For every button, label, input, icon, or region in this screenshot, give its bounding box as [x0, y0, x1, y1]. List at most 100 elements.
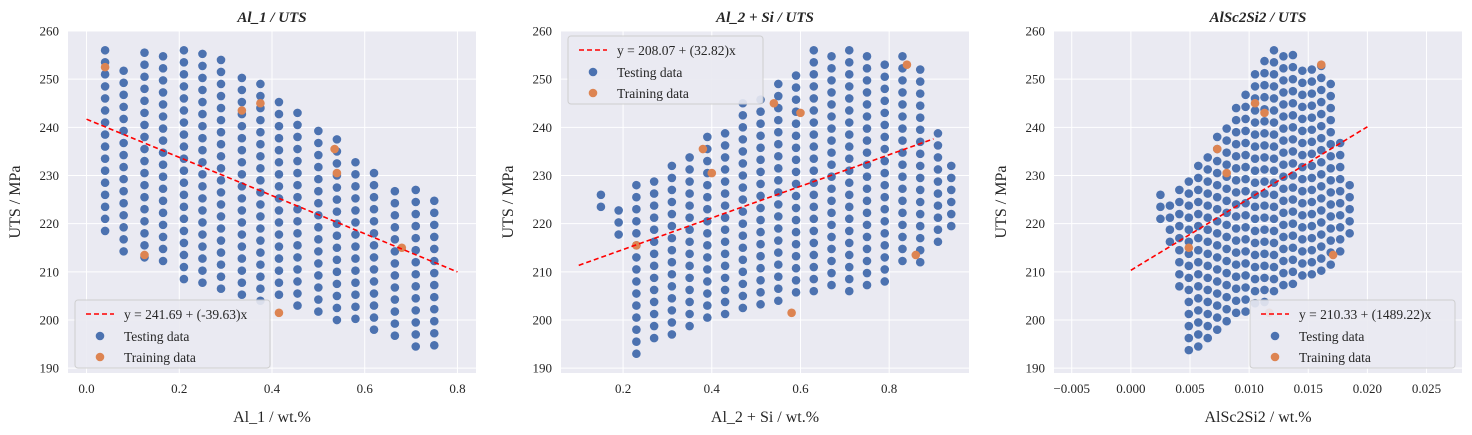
testing-point: [738, 171, 748, 180]
testing-point: [179, 226, 189, 236]
testing-point: [791, 251, 801, 261]
testing-point: [1326, 224, 1336, 233]
testing-point: [237, 242, 247, 251]
testing-point: [649, 273, 659, 283]
testing-point: [738, 147, 748, 156]
testing-point: [738, 195, 748, 204]
testing-point: [369, 241, 379, 250]
testing-point: [1260, 213, 1269, 222]
testing-point: [351, 254, 360, 263]
testing-point: [1288, 123, 1298, 132]
testing-point: [256, 284, 265, 294]
testing-point: [274, 97, 284, 107]
testing-point: [274, 218, 284, 227]
testing-point: [809, 82, 819, 91]
testing-point: [1203, 321, 1213, 331]
testing-point: [1184, 177, 1194, 186]
testing-point: [685, 321, 694, 331]
testing-point: [411, 330, 421, 339]
testing-point: [158, 244, 168, 254]
testing-point: [351, 230, 360, 239]
testing-point: [216, 103, 226, 113]
testing-point: [703, 229, 712, 238]
testing-point: [1260, 68, 1269, 78]
testing-point: [1335, 150, 1345, 160]
testing-point: [756, 143, 765, 153]
training-point: [698, 144, 708, 154]
testing-point: [351, 157, 360, 167]
testing-point: [667, 185, 677, 195]
testing-point: [1279, 136, 1288, 145]
testing-point: [720, 129, 730, 138]
y-axis-label: UTS / MPa: [500, 166, 517, 239]
testing-point: [369, 168, 379, 178]
testing-point: [1326, 200, 1336, 209]
testing-point: [703, 156, 712, 166]
testing-point: [685, 177, 694, 186]
testing-point: [119, 66, 128, 76]
testing-point: [791, 83, 801, 92]
testing-point: [1288, 62, 1298, 72]
testing-point: [614, 230, 623, 239]
testing-point: [274, 133, 284, 143]
testing-point: [1279, 196, 1288, 206]
testing-point: [351, 242, 360, 251]
testing-point: [862, 136, 872, 145]
testing-point: [915, 173, 925, 183]
testing-point: [898, 112, 907, 121]
testing-point: [1175, 185, 1184, 195]
testing-point: [100, 106, 110, 115]
testing-point: [411, 185, 421, 195]
testing-point: [898, 51, 907, 61]
testing-point: [1326, 91, 1336, 101]
testing-point: [720, 309, 730, 319]
testing-point: [351, 218, 360, 227]
y-tick-label: 260: [533, 24, 553, 39]
testing-point: [632, 301, 641, 310]
testing-point: [1298, 138, 1307, 148]
testing-point: [756, 263, 765, 273]
legend-box: [1249, 299, 1456, 369]
testing-point: [809, 226, 819, 236]
testing-point: [1175, 209, 1184, 219]
testing-point: [140, 84, 149, 94]
testing-point: [720, 261, 730, 271]
testing-point: [1316, 157, 1326, 167]
testing-point: [140, 132, 149, 142]
testing-point: [862, 76, 872, 85]
testing-point: [791, 167, 801, 177]
fit-line: [86, 118, 458, 273]
testing-point: [1175, 281, 1184, 291]
legend-training-label: Training data: [1299, 350, 1371, 365]
testing-point: [314, 295, 323, 304]
testing-point: [256, 272, 265, 281]
testing-point: [1212, 156, 1222, 166]
testing-point: [1193, 281, 1203, 291]
testing-point: [1345, 192, 1354, 202]
testing-point: [411, 221, 421, 231]
testing-point: [274, 290, 284, 300]
testing-point: [844, 82, 854, 91]
testing-point: [332, 279, 342, 289]
testing-point: [314, 307, 323, 316]
testing-point: [1184, 345, 1194, 355]
testing-point: [411, 306, 421, 315]
testing-point: [158, 100, 168, 109]
testing-point: [632, 253, 641, 262]
testing-point: [827, 100, 836, 109]
testing-point: [1326, 103, 1336, 113]
testing-point: [216, 260, 226, 269]
testing-point: [1279, 112, 1288, 121]
testing-point: [140, 96, 149, 106]
testing-point: [1222, 232, 1231, 242]
testing-point: [1231, 139, 1241, 149]
testing-point: [100, 166, 110, 175]
testing-point: [100, 82, 110, 91]
testing-point: [738, 279, 748, 289]
testing-point: [862, 160, 872, 169]
testing-point: [844, 142, 854, 151]
testing-point: [862, 268, 872, 278]
testing-point: [274, 266, 284, 275]
testing-point: [632, 313, 641, 322]
testing-point: [1156, 214, 1165, 224]
